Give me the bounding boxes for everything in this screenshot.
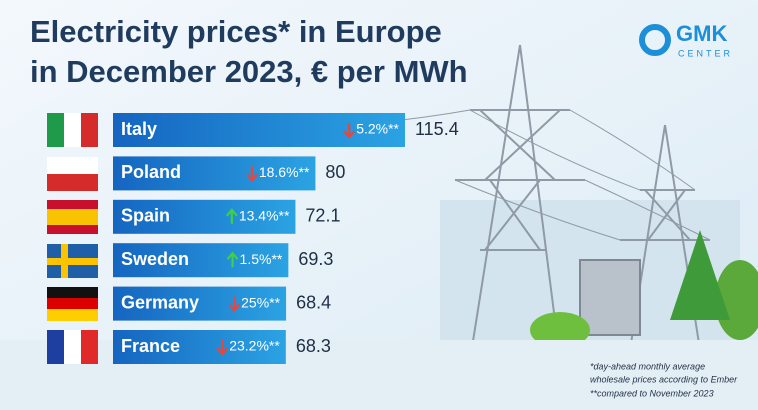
title: Electricity prices* in Europe <box>30 14 442 49</box>
change-arrow <box>216 340 229 356</box>
value-label: 80 <box>325 162 345 182</box>
category-label: Poland <box>121 162 181 182</box>
value-label: 69.3 <box>298 249 333 269</box>
flags <box>47 113 98 364</box>
change-arrow <box>343 123 356 139</box>
bar <box>113 243 289 278</box>
footnote: **compared to November 2023 <box>590 388 714 398</box>
category-label: Italy <box>121 119 157 139</box>
change-label: 23.2%** <box>229 338 280 354</box>
change-arrow <box>228 296 240 313</box>
footnote: *day-ahead monthly average <box>590 361 705 371</box>
value-label: 115.4 <box>415 119 459 139</box>
bar <box>113 286 287 321</box>
change-arrow <box>226 251 239 268</box>
footnote: wholesale prices according to Ember <box>590 374 738 384</box>
logo-sub: CENTER <box>678 48 733 58</box>
change-label: 5.2%** <box>356 121 399 137</box>
value-label: 72.1 <box>305 206 340 226</box>
title: in December 2023, € per MWh <box>30 54 468 89</box>
category-label: Sweden <box>121 249 189 269</box>
change-arrow <box>225 208 238 224</box>
category-label: Germany <box>121 292 199 312</box>
logo: GMK CENTER <box>639 21 733 58</box>
bar <box>113 113 405 147</box>
change-arrow <box>245 166 258 183</box>
value-label: 68.3 <box>296 336 331 356</box>
category-label: Spain <box>121 206 170 226</box>
value-label: 68.4 <box>296 292 331 312</box>
bar <box>113 330 286 364</box>
plot: Italy 115.4 5.2%** Poland 80 18.6%** Spain 72.1… <box>113 113 459 364</box>
logo-name: GMK <box>676 21 727 46</box>
category-label: France <box>121 336 180 356</box>
change-label: 25%** <box>241 294 280 310</box>
change-label: 1.5%** <box>240 251 283 267</box>
change-label: 18.6%** <box>259 164 310 180</box>
bar <box>113 199 296 234</box>
bar <box>113 156 316 191</box>
change-label: 13.4%** <box>239 208 290 224</box>
